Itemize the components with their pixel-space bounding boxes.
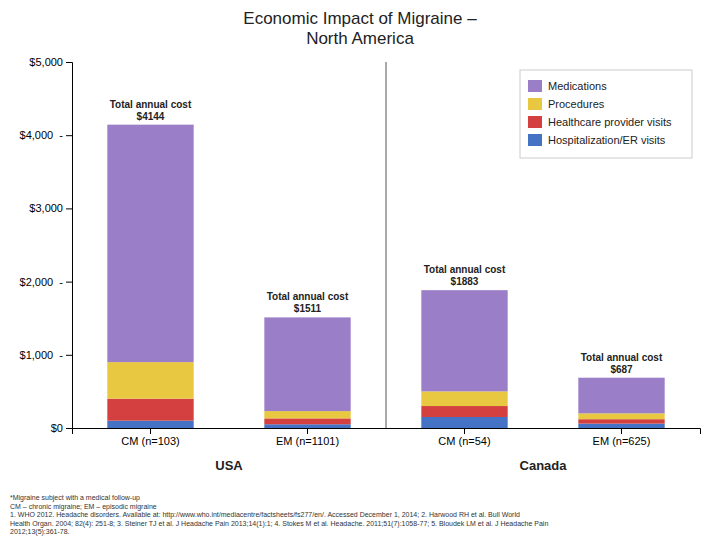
x-axis: CM (n=103) EM (n=1101) CM (n=54) EM (n=625) <box>73 428 701 447</box>
footnotes: *Migraine subject with a medical follow-… <box>10 494 548 536</box>
legend-item: Hospitalization/ER visits <box>528 134 666 146</box>
legend-box <box>520 70 692 158</box>
bar <box>421 417 507 428</box>
y-tick: $5,000 <box>29 56 72 68</box>
legend-item: Procedures <box>528 98 605 110</box>
bar <box>107 399 193 421</box>
tick-mark <box>66 428 72 429</box>
footnote: Health Organ. 2004; 82(4): 251-8; 3. Ste… <box>10 520 548 528</box>
legend-label: Healthcare provider visits <box>548 116 672 128</box>
y-tick: $0 <box>51 422 72 434</box>
footnote: 1. WHO 2012. Headache disorders. Availab… <box>10 511 520 519</box>
tick-label: $1,000 - <box>20 349 64 361</box>
footnote: 2012;13(5):361-78. <box>10 528 70 536</box>
x-tick: CM (n=103) <box>121 428 179 447</box>
bar <box>578 424 664 428</box>
legend-swatch <box>528 80 542 92</box>
tick-label: CM (n=54) <box>438 435 490 447</box>
legend-item: Medications <box>528 80 607 92</box>
tick-label: CM (n=103) <box>121 435 179 447</box>
legend-swatch <box>528 134 542 146</box>
tick-mark <box>66 282 72 283</box>
y-tick: $2,000 - <box>20 276 72 288</box>
x-tick: EM (n=625) <box>593 428 651 447</box>
bar <box>578 419 664 423</box>
bar <box>421 290 507 391</box>
tick-mark <box>464 428 465 434</box>
total-label: Total annual cost$687 <box>581 352 663 375</box>
y-tick: $1,000 - <box>20 349 72 361</box>
bar <box>264 411 350 418</box>
legend: Medications Procedures Healthcare provider… <box>520 70 692 158</box>
bar <box>264 317 350 411</box>
legend-label: Medications <box>548 80 607 92</box>
legend-item: Healthcare provider visits <box>528 116 672 128</box>
legend-swatch <box>528 116 542 128</box>
y-tick: $4,000 - <box>20 129 72 141</box>
tick-mark <box>66 62 72 63</box>
axis-line <box>73 429 701 435</box>
footnote: CM – chronic migraine; EM – episodic mig… <box>10 503 157 511</box>
tick-mark <box>66 135 72 136</box>
tick-label: $0 <box>51 422 63 434</box>
tick-label: $5,000 <box>29 56 63 68</box>
bar <box>107 125 193 362</box>
tick-label: EM (n=625) <box>593 435 651 447</box>
bar <box>421 391 507 406</box>
legend-label: Hospitalization/ER visits <box>548 134 666 146</box>
legend-label: Procedures <box>548 98 605 110</box>
bar <box>264 424 350 428</box>
groups: USA Canada <box>215 62 567 473</box>
tick-label: $4,000 - <box>20 129 64 141</box>
group-label: USA <box>215 458 243 473</box>
footnote: *Migraine subject with a medical follow-… <box>10 494 140 502</box>
y-tick: $3,000 <box>29 202 72 214</box>
plot: $0 $1,000 - $2,000 - $3,000 $4,000 - $5,000 CM… <box>20 56 701 473</box>
title: Economic Impact of Migraine –North Ameri… <box>243 9 477 48</box>
tick-mark <box>66 208 72 209</box>
group-label: Canada <box>520 458 568 473</box>
legend-swatch <box>528 98 542 110</box>
tick-mark <box>621 428 622 434</box>
axis-line <box>66 63 73 429</box>
x-tick: EM (n=1101) <box>276 428 339 447</box>
y-axis: $0 $1,000 - $2,000 - $3,000 $4,000 - $5,000 <box>20 56 73 434</box>
chart: Economic Impact of Migraine –North Ameri… <box>0 0 720 540</box>
total-label: Total annual cost$1511 <box>267 291 349 314</box>
bar <box>578 378 664 414</box>
total-label: Total annual cost$4144 <box>110 99 192 122</box>
tick-mark <box>150 428 151 434</box>
bar <box>107 362 193 399</box>
tick-label: $2,000 - <box>20 276 64 288</box>
x-tick: CM (n=54) <box>438 428 490 447</box>
tick-label: EM (n=1101) <box>276 435 339 447</box>
tick-mark <box>307 428 308 434</box>
tick-label: $3,000 <box>29 202 63 214</box>
bar <box>107 421 193 428</box>
tick-mark <box>66 355 72 356</box>
bar <box>421 406 507 417</box>
bar <box>578 413 664 419</box>
group-separator <box>386 62 387 428</box>
bar <box>264 418 350 424</box>
total-label: Total annual cost$1883 <box>424 264 506 287</box>
